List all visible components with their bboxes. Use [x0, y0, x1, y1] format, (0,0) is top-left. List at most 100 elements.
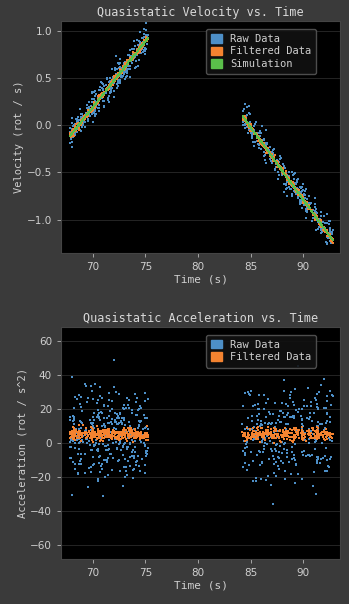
Point: [89, 103, 95, 113]
Point: [267, 410, 273, 419]
Point: [94, 422, 100, 431]
Point: [290, 411, 296, 421]
Point: [287, 424, 292, 434]
Point: [295, 186, 300, 196]
Point: [256, 134, 261, 144]
Point: [316, 429, 322, 439]
Point: [141, 38, 147, 48]
Point: [104, 83, 110, 92]
Point: [246, 108, 252, 118]
Point: [304, 199, 309, 209]
Point: [315, 432, 321, 442]
Point: [270, 154, 276, 164]
Point: [260, 140, 266, 149]
Point: [86, 97, 91, 106]
Point: [247, 124, 252, 134]
Point: [76, 431, 82, 440]
Point: [86, 108, 91, 117]
Point: [70, 130, 75, 140]
Point: [292, 425, 297, 434]
Point: [281, 167, 286, 177]
Point: [108, 80, 114, 90]
Point: [125, 56, 130, 65]
Point: [255, 131, 260, 141]
Point: [81, 117, 87, 126]
Point: [86, 105, 91, 115]
Point: [325, 429, 331, 439]
Point: [125, 59, 130, 69]
Point: [138, 42, 143, 52]
Point: [274, 431, 280, 440]
Point: [247, 109, 252, 119]
Point: [324, 239, 330, 248]
Point: [79, 429, 85, 439]
Point: [104, 425, 110, 435]
Point: [68, 412, 73, 422]
Point: [259, 436, 265, 446]
Point: [313, 207, 319, 217]
Point: [240, 431, 246, 441]
Point: [289, 181, 295, 191]
Point: [282, 170, 288, 180]
Point: [285, 431, 290, 441]
Point: [318, 219, 324, 229]
Point: [71, 434, 76, 443]
Point: [72, 429, 78, 439]
Point: [102, 431, 108, 441]
Point: [71, 403, 76, 413]
Point: [276, 464, 282, 474]
Point: [268, 156, 274, 165]
Point: [309, 432, 315, 442]
Point: [246, 120, 252, 130]
Point: [105, 429, 111, 439]
Point: [265, 394, 270, 403]
Point: [300, 199, 306, 208]
Point: [104, 83, 110, 93]
Point: [327, 229, 333, 239]
Point: [120, 442, 126, 452]
Point: [128, 54, 134, 64]
Point: [270, 431, 276, 440]
Point: [77, 399, 83, 408]
Point: [104, 431, 110, 440]
Point: [301, 189, 307, 199]
Point: [280, 163, 285, 173]
Point: [98, 92, 103, 102]
Point: [143, 429, 149, 439]
Point: [116, 59, 122, 69]
Point: [91, 94, 97, 103]
Point: [313, 426, 319, 436]
Point: [263, 140, 268, 150]
Point: [67, 123, 73, 133]
Point: [97, 94, 103, 104]
Point: [104, 432, 110, 442]
Point: [265, 428, 270, 437]
Point: [79, 116, 84, 126]
Point: [102, 432, 107, 442]
Point: [251, 124, 256, 133]
Point: [128, 55, 134, 65]
Point: [118, 428, 123, 438]
Point: [327, 454, 333, 464]
Point: [95, 92, 101, 101]
Point: [70, 127, 75, 137]
Point: [247, 122, 253, 132]
Point: [133, 50, 138, 59]
Point: [125, 59, 131, 68]
Point: [131, 51, 136, 61]
Point: [318, 380, 324, 390]
Point: [304, 201, 310, 210]
Point: [283, 171, 289, 181]
Point: [136, 42, 142, 51]
Point: [116, 68, 122, 78]
Point: [78, 109, 83, 119]
Point: [312, 211, 318, 221]
Point: [72, 423, 77, 433]
Point: [318, 219, 324, 229]
Point: [133, 429, 139, 439]
Point: [104, 85, 109, 94]
Point: [283, 419, 288, 429]
Point: [97, 431, 103, 441]
Point: [89, 104, 95, 114]
Point: [89, 103, 95, 113]
